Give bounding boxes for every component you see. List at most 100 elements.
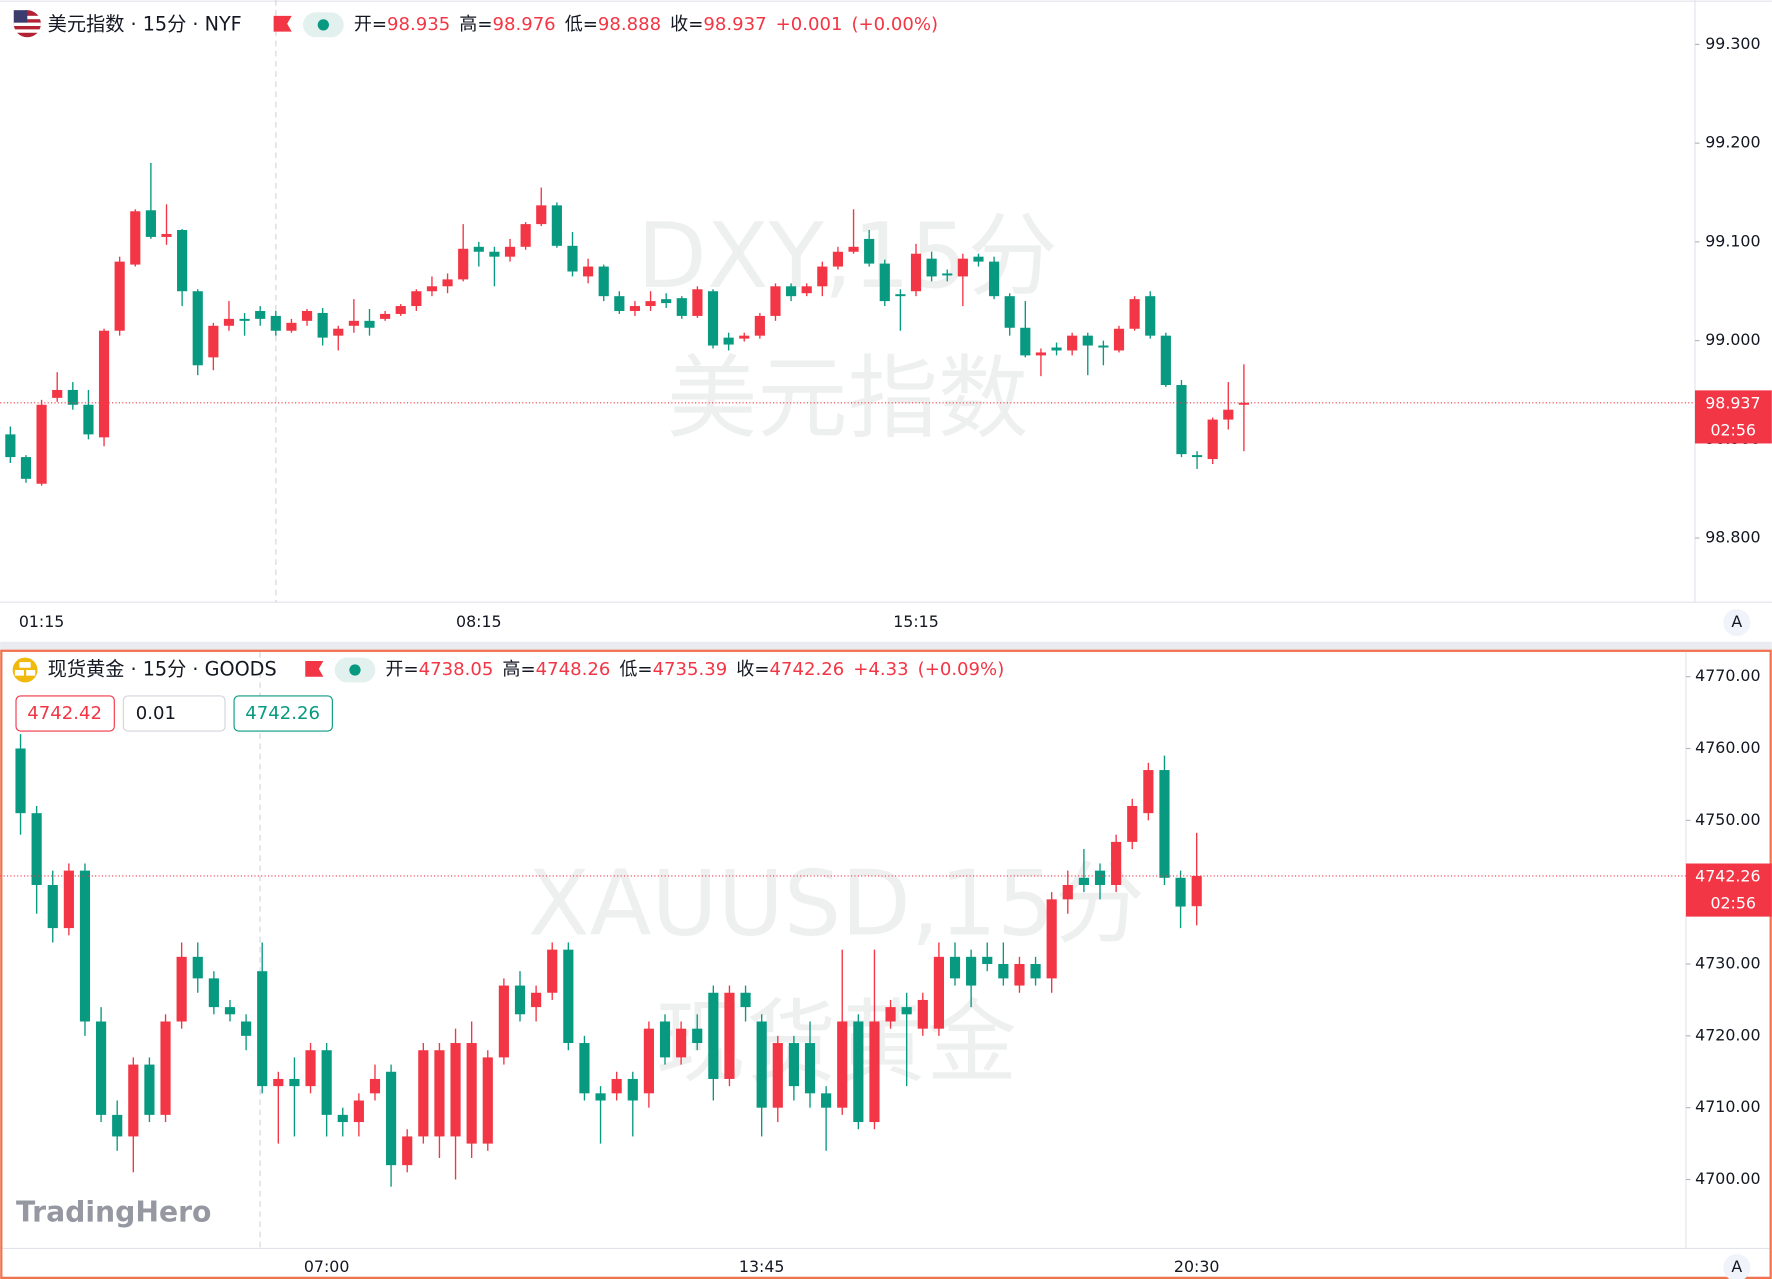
watermark: XAUUSD,15分	[528, 851, 1145, 956]
y-tick-label: 4710.00	[1695, 1097, 1760, 1116]
symbol-title[interactable]: 美元指数 · 15分 · NYF	[48, 12, 242, 35]
legend-change-pct: (+0.09%)	[918, 659, 1005, 680]
legend-label: 开=	[354, 14, 387, 35]
candle-body	[380, 313, 391, 319]
candle-body	[817, 266, 828, 287]
legend-value: 98.937	[703, 14, 766, 35]
candle-body	[208, 325, 219, 358]
y-tick-label: 4700.00	[1695, 1169, 1760, 1188]
candle-body	[629, 306, 641, 311]
candle-body	[786, 286, 797, 297]
quantity-input[interactable]	[122, 695, 226, 732]
x-tick-label: 07:00	[304, 1257, 350, 1276]
flag-icon[interactable]	[273, 15, 292, 32]
candle-body	[1159, 770, 1170, 878]
candle-body	[98, 330, 110, 438]
candle-body	[708, 992, 719, 1079]
candle-body	[853, 1021, 864, 1123]
candle-body	[966, 956, 977, 986]
candle-body	[161, 233, 172, 237]
candle-body	[1030, 964, 1041, 979]
candle-body	[864, 238, 875, 264]
candle-body	[895, 294, 906, 297]
y-tick-label: 4730.00	[1695, 954, 1760, 973]
countdown: 02:56	[1710, 421, 1756, 440]
candle-body	[498, 985, 509, 1058]
x-tick-label: 13:45	[739, 1257, 785, 1276]
candle-body	[52, 389, 63, 398]
candle-body	[348, 320, 359, 326]
candle-body	[364, 320, 375, 328]
sell-price: 4742.42	[27, 703, 102, 724]
candle-body	[1176, 385, 1187, 455]
x-tick-label: 20:30	[1174, 1257, 1220, 1276]
y-tick-label: 98.800	[1705, 528, 1760, 547]
candle-body	[551, 205, 562, 246]
candle-body	[801, 286, 812, 294]
auto-scale-button[interactable]	[1723, 608, 1751, 637]
y-tick-label: 4770.00	[1695, 666, 1760, 685]
candle-body	[1051, 347, 1062, 351]
candle-body	[661, 299, 672, 304]
candle-body	[128, 1064, 139, 1137]
candle-body	[482, 1057, 493, 1144]
candle-body	[321, 1050, 332, 1115]
legend-change: +0.001	[776, 14, 843, 35]
candle-body	[614, 296, 625, 311]
candle-body	[255, 310, 266, 319]
x-tick-label: 08:15	[456, 612, 502, 631]
candle-body	[1035, 352, 1047, 356]
legend-change: +4.33	[853, 659, 908, 680]
candle-body	[1082, 335, 1093, 346]
candle-body	[395, 306, 406, 314]
candle-body	[114, 261, 125, 331]
candle-body	[754, 315, 765, 336]
candle-body	[926, 258, 937, 277]
y-tick-label: 4750.00	[1695, 810, 1760, 829]
symbol-title[interactable]: 现货黄金 · 15分 · GOODS	[48, 658, 277, 681]
us-flag-icon	[13, 10, 41, 38]
candle-body	[756, 1021, 767, 1108]
y-tick-label: 4760.00	[1695, 738, 1760, 757]
legend-label: 低=	[565, 14, 598, 35]
candle-body	[821, 1093, 832, 1108]
candle-body	[144, 1064, 155, 1115]
legend-value: 98.935	[387, 14, 450, 35]
auto-scale-button[interactable]	[1723, 1254, 1751, 1279]
candle-body	[879, 263, 890, 302]
candle-body	[176, 956, 187, 1022]
candle-body	[1207, 419, 1218, 460]
candle-body	[96, 1021, 107, 1115]
candle-body	[942, 273, 953, 276]
candle-body	[804, 1043, 816, 1094]
candle-body	[643, 1028, 654, 1094]
legend-label: 低=	[619, 659, 652, 680]
candle-body	[353, 1100, 364, 1123]
buy-button[interactable]	[233, 695, 333, 732]
candle-body	[301, 310, 313, 321]
candle-body	[337, 1114, 348, 1123]
candle-body	[458, 248, 469, 280]
candle-body	[1014, 964, 1025, 986]
candle-body	[1094, 870, 1106, 885]
candle-body	[20, 457, 32, 479]
candle-body	[333, 328, 344, 336]
watermark: 美元指数	[667, 346, 1029, 451]
plot-layer: DXY,15分美元指数98.80098.90099.00099.10099.20…	[0, 34, 1772, 1279]
candle-body	[692, 289, 703, 316]
auto-scale-label: A	[1731, 612, 1742, 631]
candle-body	[998, 964, 1009, 979]
candle-body	[1223, 409, 1234, 420]
candle-body	[31, 813, 42, 885]
candle-body	[547, 949, 558, 993]
y-tick-label: 99.200	[1705, 133, 1760, 152]
candle-body	[901, 1007, 912, 1015]
y-tick-label: 99.100	[1705, 231, 1760, 250]
sell-button[interactable]	[15, 695, 115, 732]
candle-body	[504, 246, 516, 257]
candle-body	[910, 253, 922, 292]
candle-body	[595, 1093, 606, 1101]
flag-icon[interactable]	[305, 660, 324, 677]
candle-body	[676, 298, 687, 316]
